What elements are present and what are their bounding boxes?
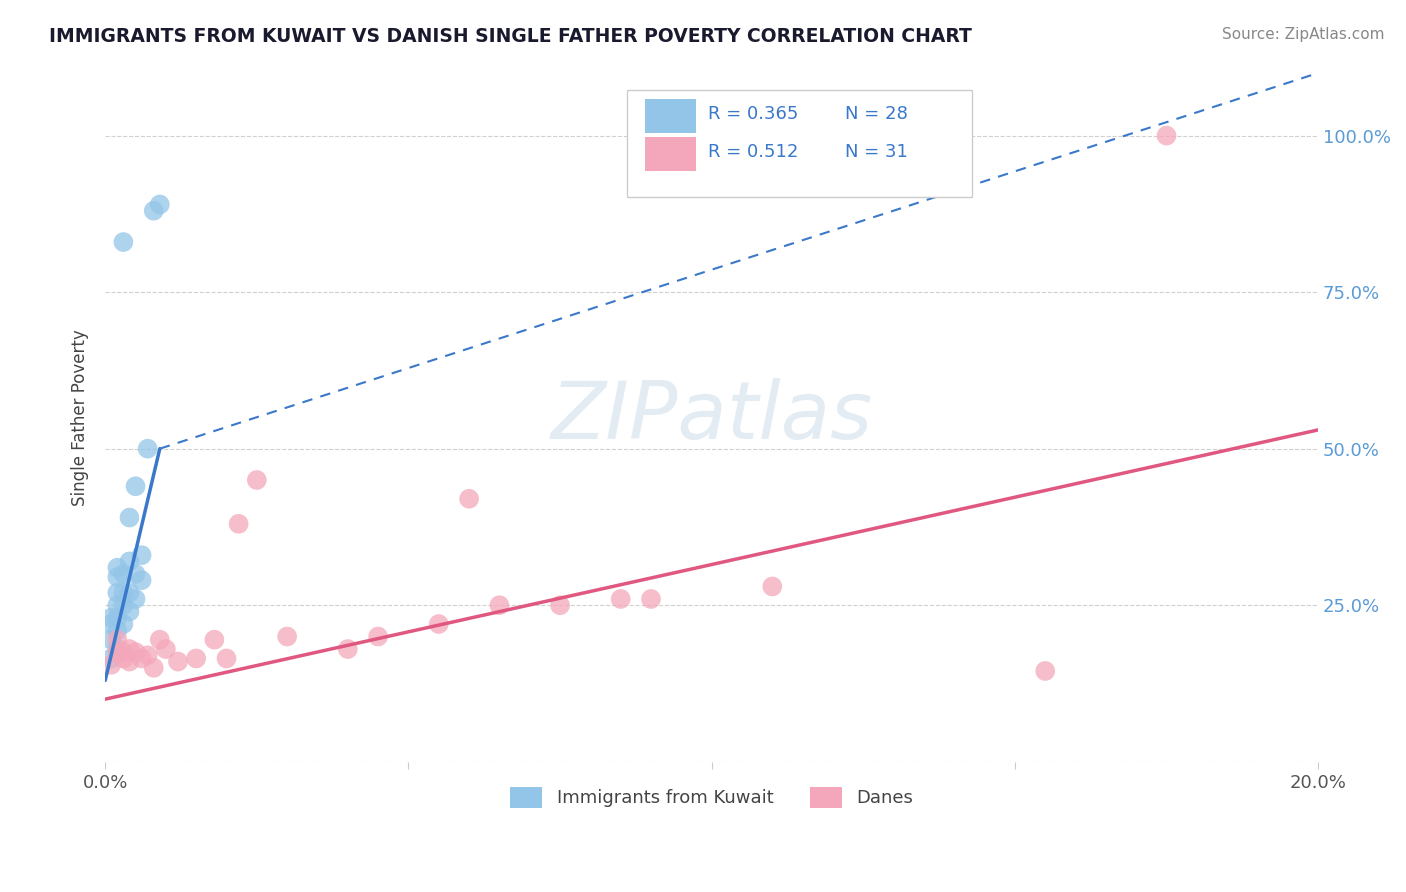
Point (100, 611, 122, 625)
Point (100, 632, 122, 647)
Point (167, 655, 190, 669)
Point (105, 560, 128, 574)
Point (118, 554, 141, 568)
Point (112, 617, 135, 632)
Text: IMMIGRANTS FROM KUWAIT VS DANISH SINGLE FATHER POVERTY CORRELATION CHART: IMMIGRANTS FROM KUWAIT VS DANISH SINGLE … (49, 27, 972, 45)
Point (276, 630, 298, 644)
Point (112, 599, 135, 613)
Point (228, 516, 250, 531)
Point (131, 651, 153, 665)
Point (112, 651, 135, 665)
Point (105, 645, 128, 659)
Point (105, 624, 128, 638)
Text: Source: ZipAtlas.com: Source: ZipAtlas.com (1222, 27, 1385, 42)
Point (427, 617, 450, 632)
Point (488, 599, 510, 613)
Point (215, 651, 238, 665)
Point (202, 632, 225, 647)
Point (131, 548, 153, 562)
Point (142, 203, 165, 218)
Point (124, 591, 146, 606)
Text: R = 0.512: R = 0.512 (709, 144, 799, 161)
Point (100, 651, 122, 665)
Point (118, 605, 141, 619)
Point (367, 630, 389, 644)
Point (155, 642, 177, 657)
FancyBboxPatch shape (645, 137, 696, 170)
Point (640, 591, 662, 606)
Point (112, 566, 135, 581)
Point (118, 642, 141, 657)
Text: ZIPatlas: ZIPatlas (551, 378, 873, 457)
Point (105, 642, 128, 657)
Point (458, 491, 481, 506)
Point (118, 655, 141, 669)
Point (1033, 664, 1056, 678)
Point (112, 645, 135, 659)
Text: N = 31: N = 31 (845, 144, 908, 161)
Point (105, 599, 128, 613)
Point (105, 570, 128, 584)
FancyBboxPatch shape (645, 99, 696, 133)
Point (149, 197, 172, 211)
Point (336, 642, 359, 657)
Text: N = 28: N = 28 (845, 105, 908, 123)
Point (609, 591, 631, 606)
Point (548, 599, 571, 613)
Point (761, 579, 783, 593)
Point (118, 510, 141, 524)
Point (118, 585, 141, 599)
Point (149, 632, 172, 647)
Point (124, 566, 146, 581)
Point (100, 617, 122, 632)
Point (124, 645, 146, 659)
Legend: Immigrants from Kuwait, Danes: Immigrants from Kuwait, Danes (502, 780, 921, 814)
FancyBboxPatch shape (627, 90, 973, 197)
Point (142, 661, 165, 675)
Y-axis label: Single Father Poverty: Single Father Poverty (72, 329, 89, 506)
Point (100, 657, 122, 672)
Point (1156, 128, 1178, 143)
Point (186, 651, 208, 665)
Point (124, 479, 146, 493)
Point (112, 235, 135, 249)
Point (136, 442, 159, 456)
Point (246, 473, 269, 487)
Point (131, 573, 153, 587)
Text: R = 0.365: R = 0.365 (709, 105, 799, 123)
Point (112, 585, 135, 599)
Point (105, 611, 128, 625)
Point (105, 632, 128, 647)
Point (105, 585, 128, 599)
Point (136, 648, 159, 663)
